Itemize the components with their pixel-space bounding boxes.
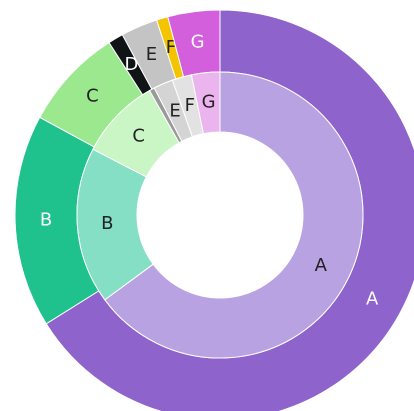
slice-label: F xyxy=(185,95,195,116)
slice-label: D xyxy=(124,54,138,75)
slice-label: A xyxy=(315,255,328,276)
slice-label: E xyxy=(169,100,180,121)
slice-label: B xyxy=(101,213,113,234)
slice-label: F xyxy=(166,37,176,58)
slice-label: B xyxy=(40,209,52,230)
slice-label: C xyxy=(132,126,145,147)
slice-label: E xyxy=(146,44,157,65)
slice-label: A xyxy=(366,288,379,309)
slice-label: G xyxy=(191,31,205,52)
slice xyxy=(190,71,221,135)
slice-label: C xyxy=(86,86,99,107)
slice-label: G xyxy=(202,92,216,113)
slice xyxy=(104,71,364,359)
